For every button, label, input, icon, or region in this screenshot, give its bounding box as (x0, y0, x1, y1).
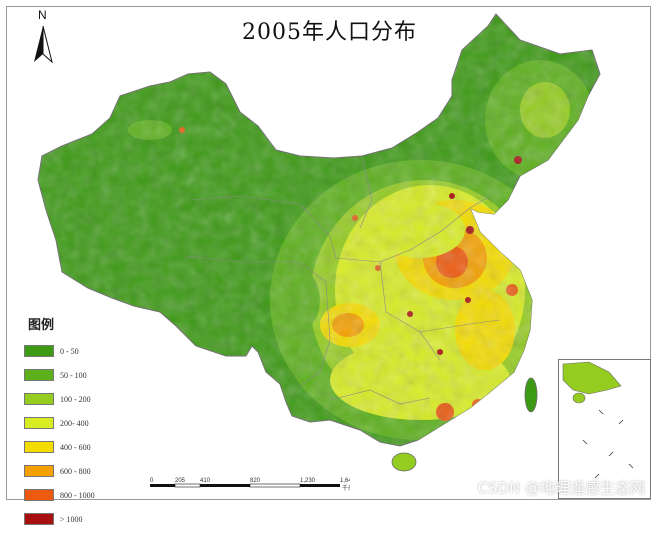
legend-label: > 1000 (60, 514, 83, 524)
legend-label: 600 - 800 (60, 466, 91, 476)
legend-label: 100 - 200 (60, 394, 91, 404)
inset-map (562, 361, 634, 479)
scale-tick-label: 1,230 (300, 478, 316, 484)
population-map (37, 13, 601, 472)
taiwan-island (524, 377, 538, 413)
legend-item: 800 - 1000 (24, 485, 144, 505)
legend-label: 400 - 600 (60, 442, 91, 452)
legend-label: 800 - 1000 (60, 490, 95, 500)
scale-segment (174, 483, 201, 488)
legend-swatch (24, 393, 54, 405)
legend-label: 0 - 50 (60, 346, 79, 356)
legend-swatch (24, 369, 54, 381)
scale-unit: 千米 (342, 484, 350, 492)
scale-tick-label: 205 (175, 478, 186, 484)
scale-segment (200, 484, 250, 487)
legend-title: 图例 (28, 318, 55, 333)
scale-segment (300, 484, 340, 487)
legend-swatch (24, 345, 54, 357)
legend-label: 200- 400 (60, 418, 89, 428)
scale-segment (150, 484, 175, 487)
legend-item: 100 - 200 (24, 389, 144, 409)
legend-swatch (24, 489, 54, 501)
north-arrow-label: N (38, 8, 47, 22)
inset-islands (582, 409, 634, 479)
inset-hainan (572, 392, 586, 404)
legend-item: 200- 400 (24, 413, 144, 433)
hainan-island (391, 452, 417, 472)
legend-swatch (24, 465, 54, 477)
legend-label: 50 - 100 (60, 370, 87, 380)
inset-coastline (562, 361, 622, 395)
watermark: CSDN @地理遥感生态网 (477, 479, 645, 497)
map-frame (6, 6, 651, 500)
scale-bar: 0 205 410 820 1,230 1,640 千米 (150, 478, 350, 492)
legend: 图例 0 - 50 50 - 100 100 - 200 200- 400 400 - … (24, 314, 144, 533)
map-title: 2005年人口分布 (242, 20, 417, 45)
legend-swatch (24, 513, 54, 525)
legend-item: > 1000 (24, 509, 144, 529)
legend-item: 600 - 800 (24, 461, 144, 481)
scale-tick-label: 410 (200, 478, 211, 484)
scale-tick-label: 0 (150, 478, 154, 484)
scale-tick-label: 1,640 (340, 478, 350, 484)
legend-item: 0 - 50 (24, 341, 144, 361)
scale-segment (249, 483, 301, 488)
province-boundaries (185, 155, 501, 405)
legend-swatch (24, 441, 54, 453)
legend-swatch (24, 417, 54, 429)
scale-tick-label: 820 (250, 478, 261, 484)
legend-item: 50 - 100 (24, 365, 144, 385)
north-arrow-icon (34, 25, 53, 64)
legend-item: 400 - 600 (24, 437, 144, 457)
south-china-sea-inset (558, 359, 651, 499)
